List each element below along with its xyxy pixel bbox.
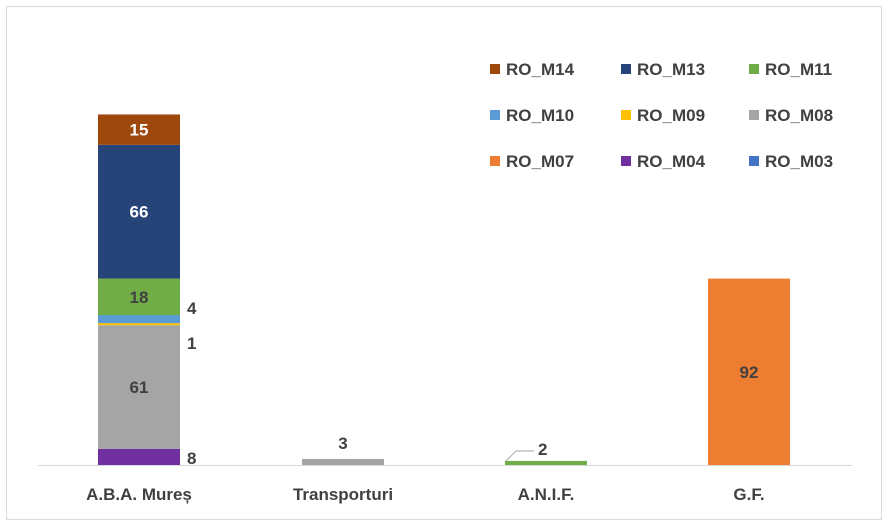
data-label-ro-m07-g-f: 92 — [740, 363, 759, 382]
legend-label-ro-m09: RO_M09 — [637, 106, 705, 125]
bar-ro-m11-a-b-a-mure — [98, 278, 180, 316]
bar-ro-m08-transporturi — [302, 458, 384, 465]
bar-ro-m08-a-b-a-mure — [98, 325, 180, 449]
legend-label-ro-m10: RO_M10 — [506, 106, 574, 125]
data-label-ro-m08-transporturi: 3 — [338, 434, 347, 453]
data-label-ro-m14-a-b-a-mure: 15 — [130, 121, 149, 140]
category-label-a-b-a-mure: A.B.A. Mureș — [86, 485, 192, 504]
legend-label-ro-m13: RO_M13 — [637, 60, 705, 79]
legend-label-ro-m08: RO_M08 — [765, 106, 833, 125]
legend-swatch-ro-m08 — [749, 110, 759, 120]
legend-swatch-ro-m13 — [621, 64, 631, 74]
data-label-ro-m08-a-b-a-mure: 61 — [130, 378, 149, 397]
legend-swatch-ro-m14 — [490, 64, 500, 74]
data-label-ro-m09-a-b-a-mure: 1 — [187, 334, 196, 353]
data-label-ro-m10-a-b-a-mure: 4 — [187, 299, 197, 318]
legend-swatch-ro-m04 — [621, 156, 631, 166]
data-label-ro-m11-a-b-a-mure: 18 — [130, 288, 149, 307]
bar-ro-m07-g-f — [708, 278, 790, 465]
leader-line-anif — [505, 450, 534, 462]
legend-swatch-ro-m07 — [490, 156, 500, 166]
legend-label-ro-m14: RO_M14 — [506, 60, 575, 79]
bar-ro-m14-a-b-a-mure — [98, 114, 180, 145]
legend-label-ro-m11: RO_M11 — [765, 60, 832, 79]
bar-ro-m10-a-b-a-mure — [98, 315, 180, 324]
bar-ro-m04-a-b-a-mure — [98, 448, 180, 465]
legend-label-ro-m03: RO_M03 — [765, 152, 833, 171]
legend-label-ro-m04: RO_M04 — [637, 152, 706, 171]
legend-label-ro-m07: RO_M07 — [506, 152, 574, 171]
bar-ro-m11-a-n-i-f — [505, 460, 587, 465]
legend-swatch-ro-m03 — [749, 156, 759, 166]
category-label-g-f: G.F. — [733, 485, 764, 504]
bar-ro-m09-a-b-a-mure — [98, 323, 180, 326]
bar-ro-m13-a-b-a-mure — [98, 144, 180, 279]
category-label-a-n-i-f: A.N.I.F. — [518, 485, 575, 504]
data-label-ro-m11-a-n-i-f: 2 — [538, 440, 547, 459]
legend-swatch-ro-m11 — [749, 64, 759, 74]
legend-swatch-ro-m09 — [621, 110, 631, 120]
data-label-ro-m13-a-b-a-mure: 66 — [130, 203, 149, 222]
legend-swatch-ro-m10 — [490, 110, 500, 120]
category-label-transporturi: Transporturi — [293, 485, 393, 504]
data-label-ro-m04-a-b-a-mure: 8 — [187, 449, 196, 468]
